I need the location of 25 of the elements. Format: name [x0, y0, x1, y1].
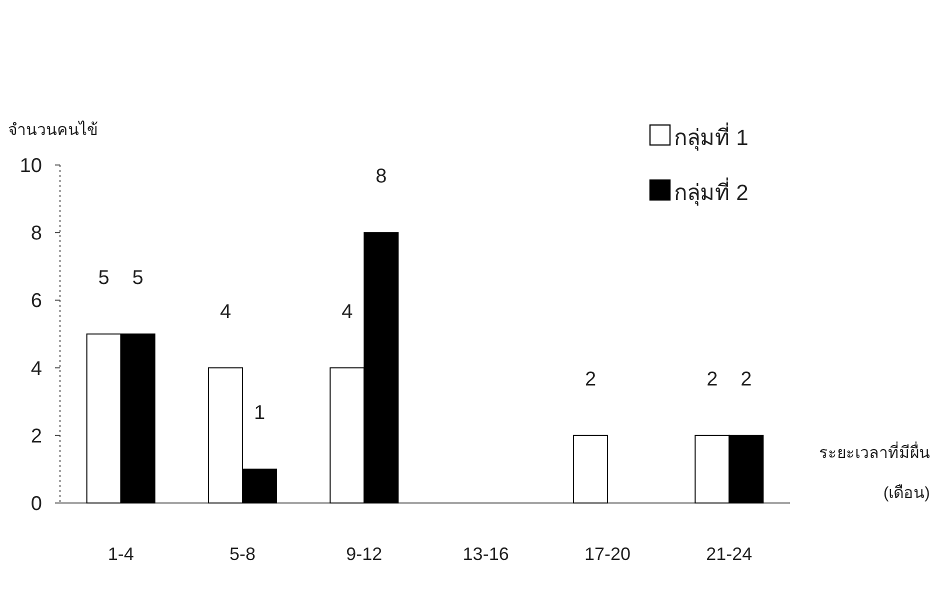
data-label: 2 [584, 368, 596, 390]
x-tick-label: 5-8 [229, 544, 256, 564]
y-tick-label: 8 [30, 222, 42, 245]
x-tick-label: 21-24 [706, 544, 752, 564]
data-label: 8 [376, 166, 387, 188]
legend-label: กลุ่มที่ 1 [674, 122, 748, 151]
data-label: 5 [132, 267, 144, 289]
data-label: 5 [98, 267, 110, 289]
data-label: 2 [740, 368, 752, 390]
y-tick-label: 4 [30, 358, 42, 380]
y-tick-label: 0 [30, 493, 42, 515]
data-label: 4 [220, 300, 232, 323]
x-tick-label: 1-4 [108, 544, 134, 564]
y-tick-label: 2 [30, 425, 42, 448]
y-tick-label: 6 [30, 290, 42, 312]
data-label: 4 [342, 300, 353, 323]
x-tick-label: 13-16 [462, 544, 509, 564]
x-tick-label: 9-12 [346, 544, 382, 564]
legend-label: กลุ่มที่ 2 [674, 177, 748, 206]
bar [573, 434, 608, 504]
y-tick-label: 10 [20, 155, 42, 177]
data-label: 2 [706, 368, 718, 390]
x-tick-label: 17-20 [584, 544, 631, 564]
data-label: 1 [254, 402, 266, 424]
y-axis-title: จำนวนคนไข้ [8, 120, 98, 139]
